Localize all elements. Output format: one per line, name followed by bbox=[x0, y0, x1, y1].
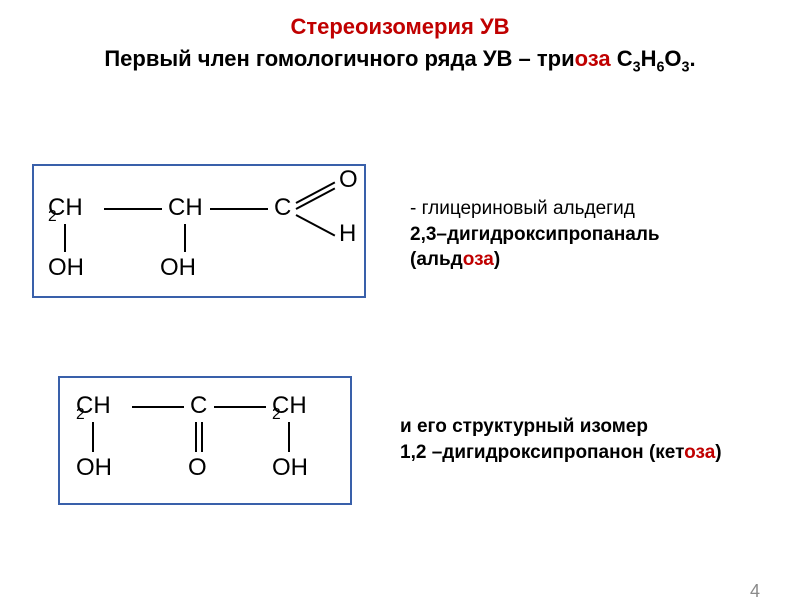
chem-structure-2: CH2 C CH2 OH O OH bbox=[60, 378, 350, 503]
atom-c: C bbox=[190, 392, 207, 420]
bond bbox=[288, 422, 290, 452]
atom-ch: CH bbox=[168, 194, 203, 222]
label-text: (альд bbox=[410, 249, 463, 270]
page-subtitle: Первый член гомологичного ряда УВ – трио… bbox=[0, 46, 800, 75]
label-highlight: оза bbox=[684, 442, 715, 463]
bond bbox=[64, 224, 66, 252]
label-text: ) bbox=[494, 249, 500, 270]
atom-ch2b: CH2 bbox=[272, 392, 281, 424]
atom-label: CH bbox=[48, 194, 83, 222]
label-text: 1,2 –дигидроксипропанон (кет bbox=[400, 442, 684, 463]
label-text: глицериновый альдегид bbox=[422, 198, 635, 219]
chem-structure-1: CH2 CH C O H OH OH bbox=[34, 166, 364, 296]
label2-line1: и его структурный изомер bbox=[400, 414, 722, 440]
atom-o: O bbox=[339, 166, 358, 194]
bond bbox=[132, 406, 184, 408]
label-aldose: - глицериновый альдегид 2,3–дигидроксипр… bbox=[410, 196, 660, 273]
bond bbox=[92, 422, 94, 452]
formula-mid2: О bbox=[664, 46, 681, 71]
atom-oh2: OH bbox=[272, 454, 308, 482]
bond bbox=[296, 181, 336, 203]
label2-line2: 1,2 –дигидроксипропанон (кетоза) bbox=[400, 440, 722, 466]
formula-sub3: 3 bbox=[682, 59, 690, 75]
subtitle-prefix: Первый член гомологичного ряда УВ – три bbox=[104, 46, 574, 71]
label-prefix: - bbox=[410, 198, 422, 219]
subtitle-highlight: оза bbox=[575, 46, 611, 71]
atom-label: CH bbox=[272, 392, 307, 420]
atom-h: H bbox=[339, 220, 356, 248]
bond bbox=[195, 422, 197, 452]
label-highlight: оза bbox=[463, 249, 494, 270]
bond bbox=[210, 208, 268, 210]
atom-label: CH bbox=[76, 392, 111, 420]
formula-sub1: 3 bbox=[633, 59, 641, 75]
bond bbox=[184, 224, 186, 252]
bond bbox=[201, 422, 203, 452]
label-text: ) bbox=[715, 442, 721, 463]
label-text: и его структурный изомер bbox=[400, 416, 648, 437]
atom-ch2: CH2 bbox=[48, 194, 57, 226]
label-line2: 2,3–дигидроксипропаналь bbox=[410, 222, 660, 248]
bond bbox=[104, 208, 162, 210]
atom-o: O bbox=[188, 454, 207, 482]
label-text: 2,3–дигидроксипропаналь bbox=[410, 224, 660, 245]
atom-oh1: OH bbox=[76, 454, 112, 482]
bond bbox=[214, 406, 266, 408]
page-title: Стереоизомерия УВ bbox=[0, 14, 800, 40]
subtitle-suffix: С bbox=[611, 46, 633, 71]
bond bbox=[296, 214, 336, 236]
structure-box-ketose: CH2 C CH2 OH O OH bbox=[58, 376, 352, 505]
structure-box-aldose: CH2 CH C O H OH OH bbox=[32, 164, 366, 298]
atom-c: C bbox=[274, 194, 291, 222]
label-line3: (альдоза) bbox=[410, 247, 660, 273]
subtitle-end: . bbox=[690, 46, 696, 71]
label-line1: - глицериновый альдегид bbox=[410, 196, 660, 222]
atom-ch2a: CH2 bbox=[76, 392, 85, 424]
formula-mid: Н bbox=[641, 46, 657, 71]
page-number: 4 bbox=[750, 581, 760, 602]
label-ketose: и его структурный изомер 1,2 –дигидрокси… bbox=[400, 414, 722, 465]
atom-oh2: OH bbox=[160, 254, 196, 282]
atom-oh1: OH bbox=[48, 254, 84, 282]
